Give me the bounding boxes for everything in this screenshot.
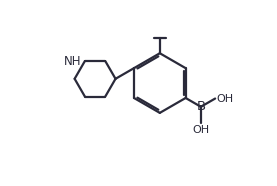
Text: NH: NH <box>64 54 81 68</box>
Text: OH: OH <box>192 125 209 135</box>
Text: OH: OH <box>217 94 234 104</box>
Text: B: B <box>196 100 206 113</box>
